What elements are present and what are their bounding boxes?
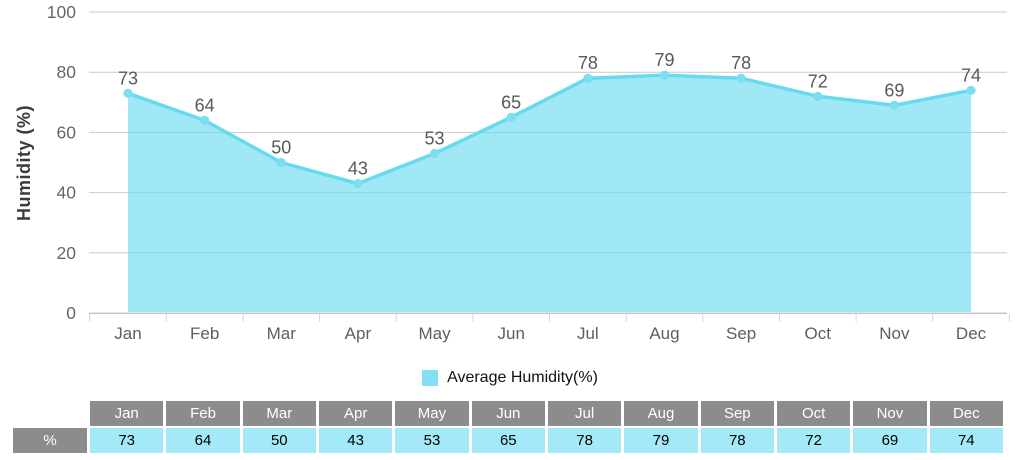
data-point-label: 53 <box>425 129 445 149</box>
data-point-marker <box>813 91 823 101</box>
table-value-cell: 78 <box>700 428 774 453</box>
table-value-cell: 50 <box>242 428 316 453</box>
data-point-marker <box>736 73 746 83</box>
data-point-label: 65 <box>501 92 521 112</box>
data-point-marker <box>966 85 976 95</box>
table-value-row: % 73 64 50 43 53 65 78 79 78 72 69 74 <box>13 428 1003 453</box>
table-month-header-cell: Jul <box>547 401 622 426</box>
table-month-header-cell: Dec <box>929 401 1003 426</box>
data-point-label: 50 <box>271 138 291 158</box>
y-axis-tick-label: 100 <box>47 2 76 22</box>
y-axis-tick-label: 60 <box>57 122 77 142</box>
legend-label: Average Humidity(%) <box>447 369 598 386</box>
table-month-header-cell: Aug <box>624 401 698 426</box>
humidity-chart: 0 20 40 60 80 100 73 Jan 64 Feb 50 Mar 43 Apr 53 May 65 J… <box>14 2 1010 343</box>
legend-item-average-humidity[interactable]: Average Humidity(%) <box>0 369 1020 387</box>
table-value-cell: 74 <box>929 428 1003 453</box>
x-axis-category-label: Aug <box>649 324 679 343</box>
data-point-label: 69 <box>884 80 904 100</box>
table-value-cell: 72 <box>776 428 851 453</box>
legend-swatch-icon <box>422 370 439 386</box>
y-axis-tick-label: 20 <box>57 243 77 263</box>
data-point-label: 73 <box>118 68 138 88</box>
x-axis-category-label: Nov <box>879 324 910 343</box>
data-point-marker <box>583 73 593 83</box>
y-axis-tick-label: 80 <box>57 62 77 82</box>
x-axis-category-label: Sep <box>726 324 756 343</box>
x-axis-category-label: Dec <box>956 324 987 343</box>
x-axis-category-label: Oct <box>805 324 832 343</box>
data-point-marker <box>506 112 516 122</box>
table-value-cell: 78 <box>547 428 622 453</box>
table-value-cell: 53 <box>395 428 469 453</box>
data-point-marker <box>123 88 133 98</box>
x-axis-category-label: Apr <box>345 324 372 343</box>
x-axis-category-label: May <box>418 324 451 343</box>
table-value-cell: 65 <box>471 428 545 453</box>
data-point-marker <box>889 100 900 110</box>
table-value-cell: 69 <box>853 428 927 453</box>
x-axis-category-label: Feb <box>190 324 219 343</box>
data-point-label: 72 <box>808 71 828 91</box>
data-point-label: 78 <box>578 53 598 73</box>
y-axis-title: Humidity (%) <box>14 105 34 221</box>
table-value-cell: 64 <box>166 428 240 453</box>
table-corner-cell <box>13 401 87 426</box>
x-axis-category-label: Mar <box>267 324 297 343</box>
data-point-label: 79 <box>654 50 674 70</box>
table-month-header-cell: Sep <box>700 401 774 426</box>
data-point-label: 78 <box>731 53 751 73</box>
area-fill <box>128 75 972 312</box>
table-header-row: Jan Feb Mar Apr May Jun Jul Aug Sep Oct Nov Dec <box>13 401 1003 426</box>
table-month-header-cell: May <box>395 401 469 426</box>
data-point-marker <box>200 115 210 125</box>
table-row-label-cell: % <box>13 428 87 453</box>
data-point-marker <box>353 179 363 189</box>
humidity-table-container: Jan Feb Mar Apr May Jun Jul Aug Sep Oct Nov Dec% 73 6… <box>10 399 1010 455</box>
series-line <box>126 73 973 186</box>
x-axis-category-label: Jul <box>577 324 599 343</box>
table-month-header-cell: Jan <box>90 401 164 426</box>
data-point-label: 74 <box>961 65 981 85</box>
data-point-marker <box>276 157 286 168</box>
table-month-header-cell: Apr <box>318 401 393 426</box>
x-axis-category-label: Jan <box>114 324 141 343</box>
y-axis-tick-label: 40 <box>57 183 77 203</box>
x-axis-category-label: Jun <box>497 324 524 343</box>
table-month-header-cell: Jun <box>471 401 545 426</box>
table-month-header-cell: Nov <box>853 401 927 426</box>
data-point-label: 43 <box>348 159 368 179</box>
table-month-header-cell: Mar <box>242 401 316 426</box>
table-value-cell: 79 <box>624 428 698 453</box>
y-axis-tick-label: 0 <box>66 303 76 323</box>
table-month-header-cell: Feb <box>166 401 240 426</box>
humidity-area-chart-svg: 0 20 40 60 80 100 73 Jan 64 Feb 50 Mar 43 Apr 53 May 65 J… <box>47 2 1010 343</box>
data-point-marker <box>429 148 440 159</box>
table-value-cell: 43 <box>318 428 393 453</box>
humidity-table: Jan Feb Mar Apr May Jun Jul Aug Sep Oct Nov Dec% 73 6… <box>10 399 1006 455</box>
table-month-header-cell: Oct <box>776 401 851 426</box>
data-point-marker <box>659 70 670 80</box>
table-value-cell: 73 <box>90 428 164 453</box>
data-point-label: 64 <box>195 95 215 115</box>
